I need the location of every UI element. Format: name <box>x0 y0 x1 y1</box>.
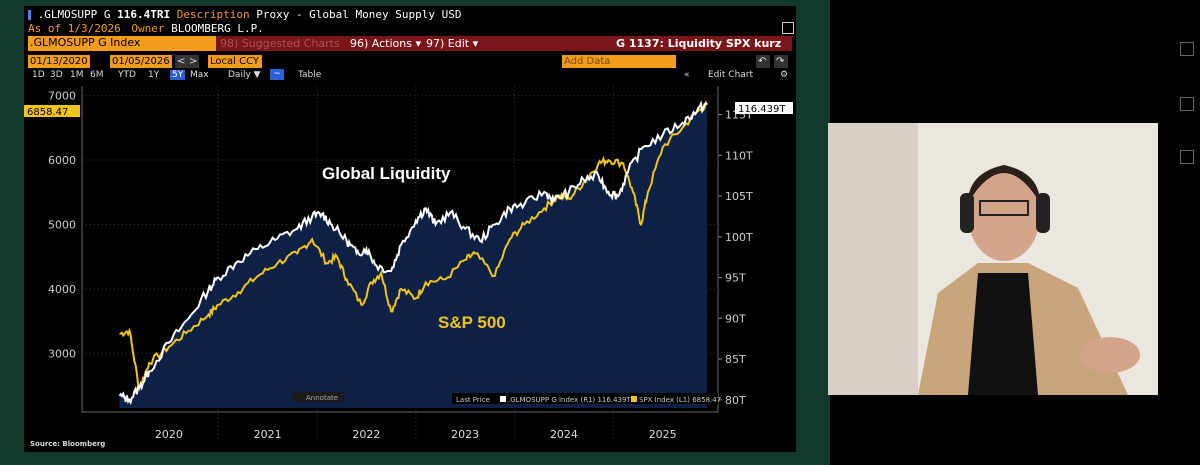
range-bar: Daily ▼ ~ Table « Edit Chart ⚙ 1D 3D 1M 6M Y… <box>28 69 792 82</box>
chart-id: G 1137: Liquidity SPX kurz <box>616 37 782 50</box>
video-window <box>828 123 918 395</box>
glasses <box>979 200 1029 216</box>
label-sp500: S&P 500 <box>438 313 506 332</box>
badge-right: 116.439T <box>738 104 786 115</box>
toolbar-icon-2[interactable] <box>1180 97 1194 111</box>
y-right-tick-110: 110T <box>725 149 753 162</box>
table-button[interactable]: Table <box>298 70 322 80</box>
y-left-tick-4000: 4000 <box>48 283 76 296</box>
legend-last-price: Last Price <box>456 396 490 404</box>
legend-spx: SPX Index (L1) 6858.47 <box>639 396 721 404</box>
x-tick-2022: 2022 <box>352 428 380 441</box>
y-left-tick-3000: 3000 <box>48 347 76 360</box>
liquidity-area-fill <box>119 103 708 408</box>
liquidity-chart: 3000 4000 5000 6000 7000 80T 85T 90T 95T 100T 105T… <box>24 86 793 448</box>
badge-left-bg <box>24 105 80 117</box>
annotate-button[interactable] <box>292 392 344 402</box>
undo-icon[interactable]: ↶ <box>756 55 770 68</box>
y-left-tick-7000: 7000 <box>48 90 76 103</box>
label-global-liquidity: Global Liquidity <box>322 164 451 183</box>
y-left-tick-5000: 5000 <box>48 218 76 231</box>
suggested-charts[interactable]: 98) Suggested Charts <box>220 37 340 50</box>
side-toolbar <box>1172 0 1200 465</box>
y-right-tick-90: 90T <box>725 312 746 325</box>
ticker: .GLMOSUPP G <box>37 8 111 21</box>
range-1y[interactable]: 1Y <box>148 70 160 80</box>
edit-chart-button[interactable]: Edit Chart <box>708 70 754 80</box>
y-right-tick-85: 85T <box>725 353 746 366</box>
end-date[interactable]: 01/05/2026 <box>110 55 172 68</box>
frequency-select[interactable]: Daily ▼ <box>228 70 261 80</box>
settings-gear-icon[interactable]: ⚙ <box>780 70 789 80</box>
liquidity-line <box>118 100 708 406</box>
badge-left: 6858.47 <box>27 107 68 118</box>
headphones-left <box>960 193 974 233</box>
presenter-hair <box>968 165 1040 203</box>
y-left-tick-6000: 6000 <box>48 154 76 167</box>
menu-bar: .GLMOSUPP G Index 98) Suggested Charts 9… <box>28 36 792 51</box>
add-data-field[interactable]: Add Data <box>562 55 676 68</box>
presenter-image <box>828 123 1158 395</box>
subheader-line: As of 1/3/2026 Owner BLOOMBERG L.P. <box>28 22 264 35</box>
edit-menu[interactable]: 97) Edit ▾ <box>426 37 479 50</box>
actions-menu[interactable]: 96) Actions ▾ <box>350 37 421 50</box>
currency-select[interactable]: Local CCY <box>208 55 262 68</box>
legend-box <box>452 393 718 404</box>
annotate-label[interactable]: Annotate <box>306 394 338 402</box>
start-date[interactable]: 01/13/2020 <box>28 55 90 68</box>
toolbar-icon-3[interactable] <box>1180 150 1194 164</box>
y-right-tick-100: 100T <box>725 231 753 244</box>
range-1d[interactable]: 1D <box>32 70 45 80</box>
bloomberg-terminal: .GLMOSUPP G 116.4TRI Description Proxy -… <box>24 6 796 452</box>
legend-spx-swatch <box>631 396 637 402</box>
sp500-line <box>119 100 709 392</box>
as-of: As of 1/3/2026 <box>28 22 121 35</box>
last-value: 116.4TRI <box>117 8 171 21</box>
owner-label: Owner <box>131 22 165 35</box>
webcam-video <box>828 123 1158 395</box>
y-right-tick-95: 95T <box>725 272 746 285</box>
legend-glmo-swatch <box>500 396 506 402</box>
source: Source: Bloomberg <box>30 440 105 448</box>
x-tick-2023: 2023 <box>451 428 479 441</box>
description: Proxy - Global Money Supply USD <box>256 8 462 21</box>
headphones-right <box>1036 193 1050 233</box>
ticker-marker <box>28 10 31 20</box>
range-6m[interactable]: 6M <box>90 70 104 80</box>
x-tick-2021: 2021 <box>254 428 282 441</box>
prev-arrow[interactable]: < <box>175 55 187 68</box>
range-max[interactable]: Max <box>190 70 209 80</box>
collapse-icon[interactable]: « <box>684 70 690 80</box>
legend-glmo: .GLMOSUPP G Index (R1) 116.439T <box>508 396 631 404</box>
header-line: .GLMOSUPP G 116.4TRI Description Proxy -… <box>28 8 462 21</box>
y-right-tick-80: 80T <box>725 394 746 407</box>
expand-icon[interactable] <box>782 22 794 34</box>
next-arrow[interactable]: > <box>187 55 199 68</box>
range-1m[interactable]: 1M <box>70 70 84 80</box>
x-tick-2025: 2025 <box>649 428 677 441</box>
x-tick-2020: 2020 <box>155 428 183 441</box>
presenter-turtleneck <box>968 273 1038 395</box>
security-field[interactable]: .GLMOSUPP G Index <box>28 36 216 51</box>
y-right-tick-105: 105T <box>725 190 753 203</box>
redo-icon[interactable]: ↷ <box>774 55 788 68</box>
range-3d[interactable]: 3D <box>50 70 63 80</box>
range-ytd[interactable]: YTD <box>118 70 136 80</box>
description-label: Description <box>176 8 250 21</box>
range-5y[interactable]: 5Y <box>170 70 186 80</box>
toolbar-icon-1[interactable] <box>1180 42 1194 56</box>
x-tick-2024: 2024 <box>550 428 578 441</box>
badge-right-bg <box>735 102 793 114</box>
owner: BLOOMBERG L.P. <box>171 22 264 35</box>
line-chart-icon[interactable]: ~ <box>270 69 284 80</box>
date-bar: 01/13/2020 01/05/2026 < > Local CCY Add … <box>28 55 792 68</box>
presenter-hand <box>1080 337 1140 373</box>
